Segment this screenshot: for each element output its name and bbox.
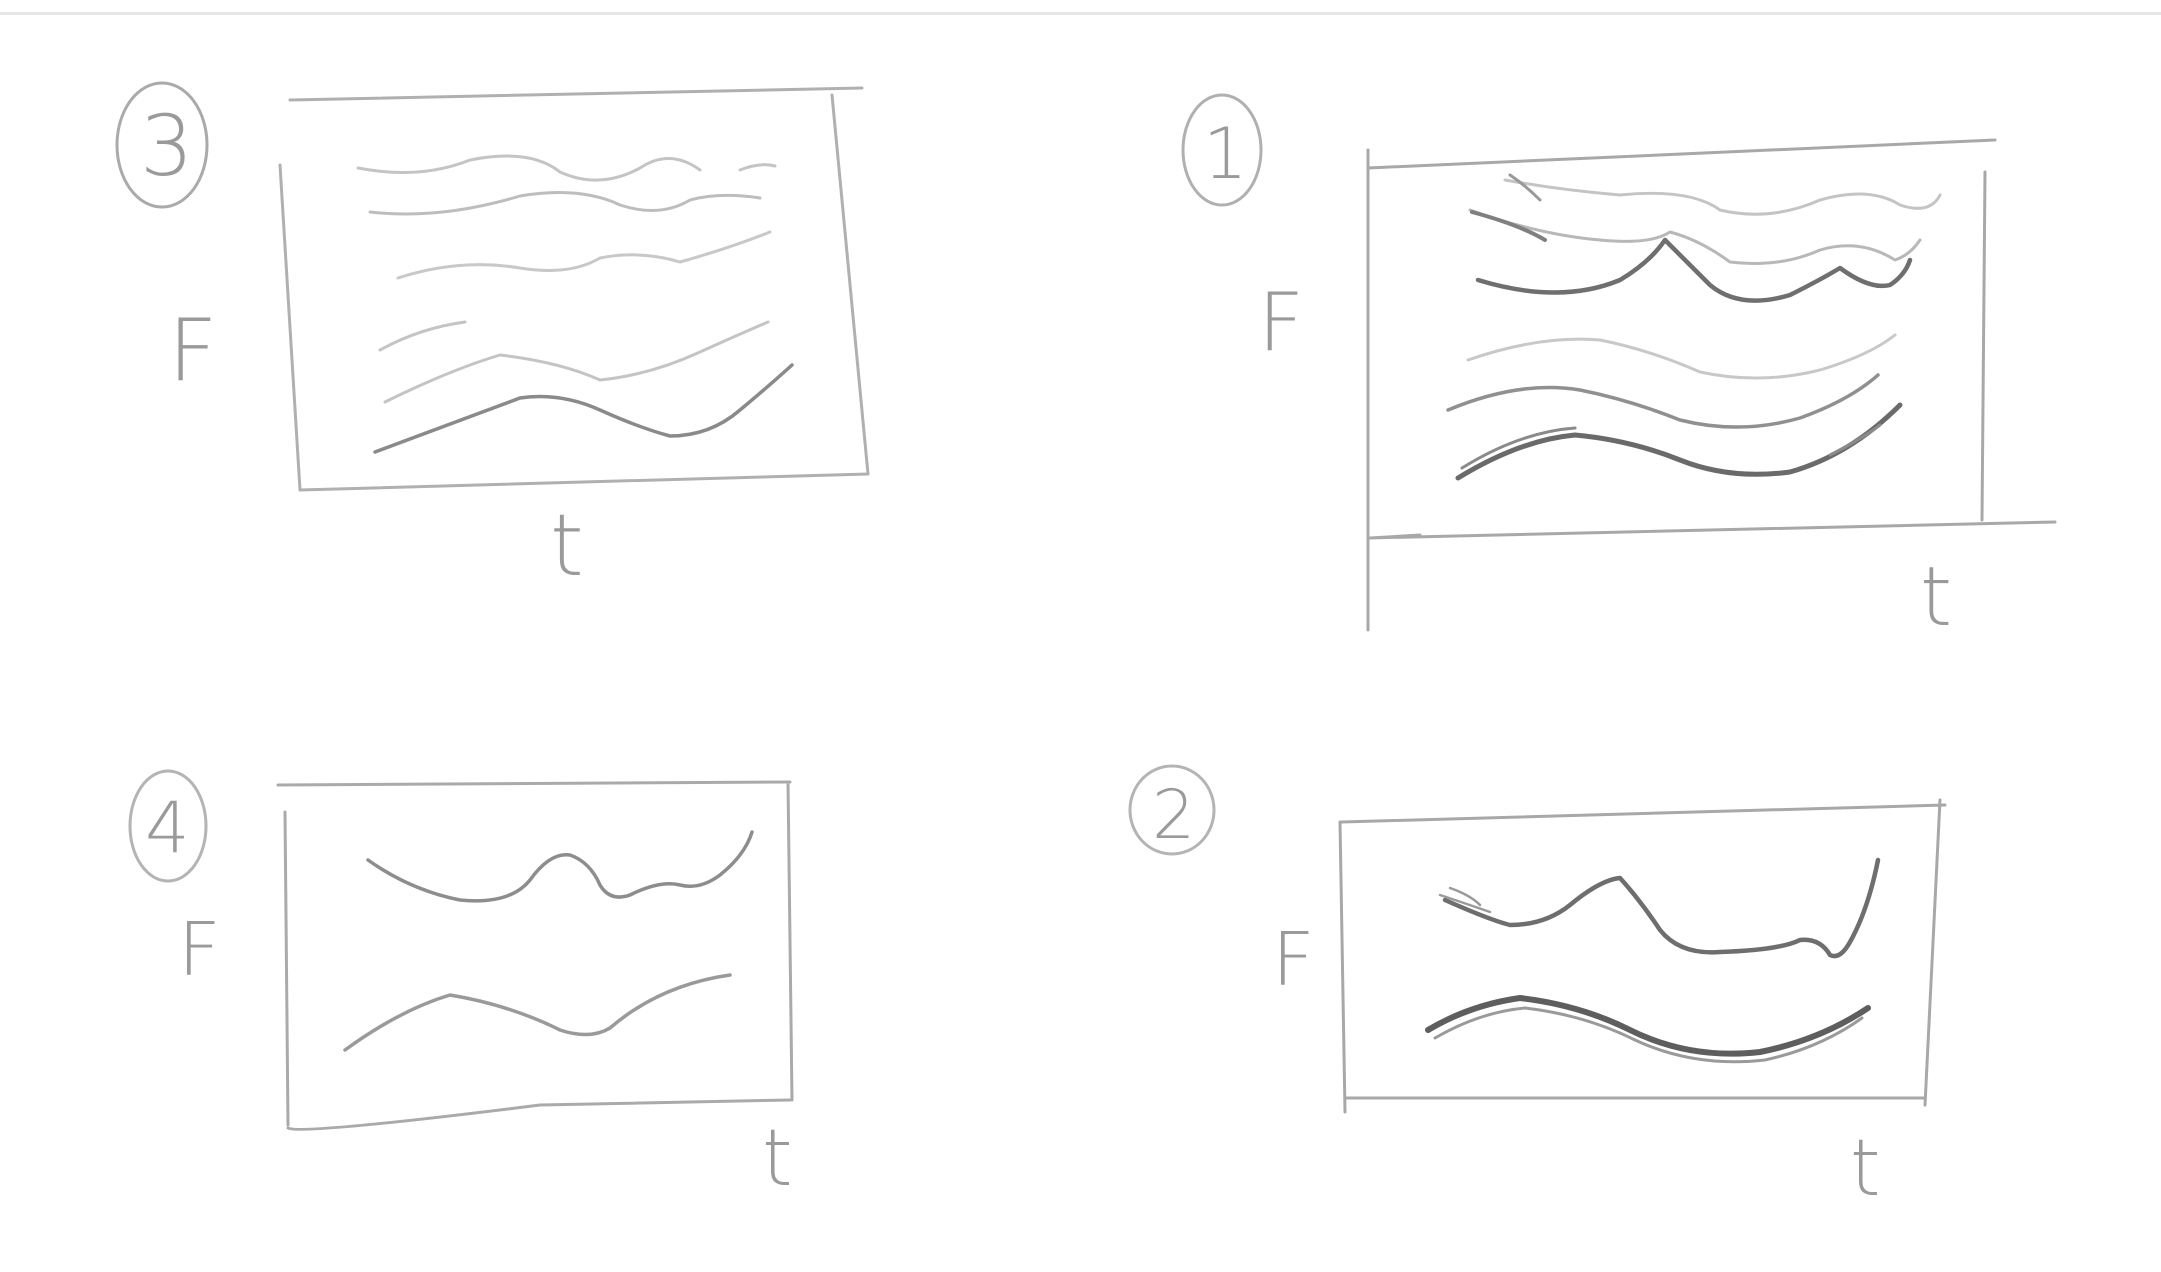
sketch-2-x-label: t [1850, 1124, 1881, 1214]
sketch-1: 1 F t [1181, 93, 2057, 645]
sketch-1-curve-2 [1468, 208, 1922, 265]
sketch-3: 3 F t [115, 81, 870, 596]
sketch-1-y-label: F [1258, 276, 1304, 369]
sketch-3-number-circle [115, 81, 209, 209]
sketch-4-curve-2 [343, 973, 732, 1052]
sketch-3-curve-4 [378, 320, 770, 404]
sketch-3-curve-2 [368, 191, 762, 216]
sketch-2-curve-2 [1425, 995, 1871, 1057]
sketch-1-curve-1 [1503, 178, 1942, 216]
sketch-3-curve-3 [396, 230, 772, 280]
sketch-1-curve-9 [1460, 423, 1882, 470]
scan-edge-line [0, 12, 2161, 15]
sketch-2-frame [1338, 798, 1947, 1114]
sketch-4-curve-1 [366, 830, 754, 903]
sketch-2-curve-1b [1438, 886, 1492, 914]
sketch-2-y-label: F [1272, 917, 1315, 1003]
sketch-4: 4 F t [128, 769, 794, 1204]
sketch-3-x-label: t [550, 496, 584, 596]
sketch-3-number: 3 [140, 97, 193, 195]
sketch-1-curve-5 [1508, 173, 1542, 202]
sketch-1-frame [1366, 138, 2057, 632]
sketch-1-curve-7 [1446, 373, 1880, 429]
sketch-4-number-circle [128, 769, 208, 883]
sketch-1-number: 1 [1203, 113, 1248, 195]
sketch-1-curve-8 [1455, 402, 1903, 481]
sketch-3-curve-5 [373, 363, 794, 454]
sketch-4-frame [276, 780, 794, 1131]
sketch-1-x-label: t [1920, 550, 1952, 645]
sketch-2-curve-2b [1433, 1006, 1864, 1064]
sketch-1-curve-6 [1466, 333, 1897, 380]
sketch-2-curve-1 [1442, 857, 1881, 959]
sketch-2-number: 2 [1152, 776, 1195, 855]
sketch-3-frame [278, 86, 870, 492]
sketch-2: 2 F t [1128, 764, 1947, 1214]
sketch-3-y-label: F [168, 301, 217, 401]
sketch-1-curve-3 [1470, 210, 1547, 242]
sketch-4-number: 4 [145, 787, 190, 869]
sketch-4-y-label: F [178, 907, 221, 993]
sketch-4-x-label: t [762, 1114, 793, 1204]
sketch-2-number-circle [1128, 764, 1216, 856]
sketch-3-curve-1 [356, 154, 777, 182]
sketch-1-curve-4 [1475, 237, 1913, 303]
sketch-1-number-circle [1181, 93, 1263, 207]
